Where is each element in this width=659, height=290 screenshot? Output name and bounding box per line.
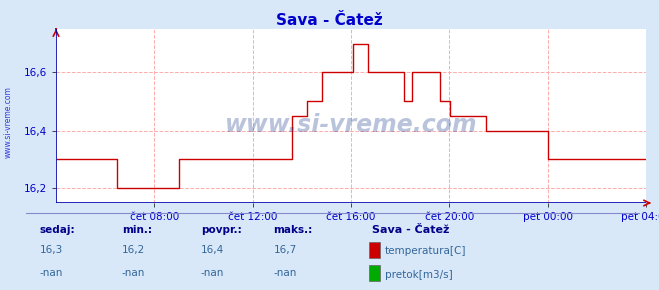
Text: pretok[m3/s]: pretok[m3/s]: [385, 270, 453, 280]
Text: 16,7: 16,7: [273, 245, 297, 255]
Text: -nan: -nan: [122, 268, 145, 278]
Text: -nan: -nan: [273, 268, 297, 278]
Text: -nan: -nan: [201, 268, 224, 278]
Text: www.si-vreme.com: www.si-vreme.com: [3, 86, 13, 158]
Text: sedaj:: sedaj:: [40, 225, 75, 235]
Text: min.:: min.:: [122, 225, 152, 235]
Text: maks.:: maks.:: [273, 225, 313, 235]
Text: 16,4: 16,4: [201, 245, 224, 255]
Text: povpr.:: povpr.:: [201, 225, 242, 235]
Text: 16,2: 16,2: [122, 245, 145, 255]
Text: Sava - Čatež: Sava - Čatež: [276, 13, 383, 28]
Text: www.si-vreme.com: www.si-vreme.com: [225, 113, 477, 137]
Text: -nan: -nan: [40, 268, 63, 278]
Text: 16,3: 16,3: [40, 245, 63, 255]
Text: temperatura[C]: temperatura[C]: [385, 246, 467, 256]
Text: Sava - Čatež: Sava - Čatež: [372, 225, 449, 235]
